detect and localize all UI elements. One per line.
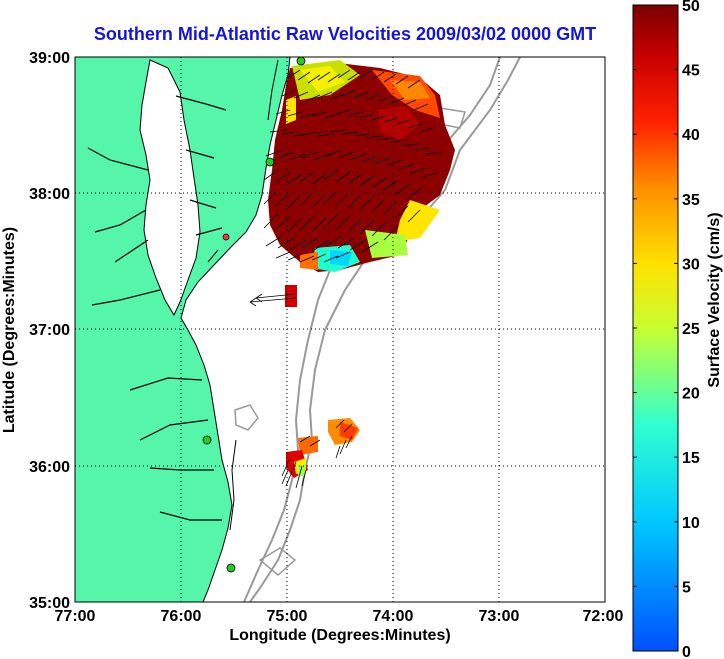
plot-frame: [74, 56, 606, 603]
colorbar-tick-label: 30: [682, 256, 700, 273]
x-tick-label: 72:00: [583, 608, 624, 625]
x-tick-label: 73:00: [479, 608, 520, 625]
x-axis: 77:00 76:00 75:00 74:00 73:00 72:00 Long…: [55, 608, 624, 644]
colorbar-tick-label: 40: [682, 127, 700, 144]
map-title: Southern Mid-Atlantic Raw Velocities 200…: [94, 24, 596, 44]
colorbar-tick-label: 25: [682, 321, 700, 338]
x-tick-label: 75:00: [267, 608, 308, 625]
radar-station-marker: [265, 157, 275, 167]
velocity-arrows-south: [281, 419, 353, 489]
y-axis: 39:00 38:00 37:00 36:00 35:00 Latitude (…: [1, 50, 70, 612]
colorbar-scale: [632, 4, 679, 652]
velocity-cell-37n: [249, 285, 297, 307]
land-mass: [75, 57, 291, 602]
colorbar-tick-label: 0: [682, 644, 691, 659]
bathymetry-contour-outer: [249, 57, 521, 602]
river-inlets: [87, 95, 227, 521]
colorbar-tick-label: 5: [682, 579, 691, 596]
y-tick-label: 35:00: [29, 595, 70, 612]
y-axis-label: Latitude (Degrees:Minutes): [1, 227, 18, 433]
radar-station-marker: [296, 57, 306, 66]
chesapeake-bay: [139, 59, 201, 317]
x-tick-label: 77:00: [55, 608, 96, 625]
y-tick-label: 39:00: [29, 50, 70, 67]
colorbar-tick-label: 45: [682, 63, 700, 80]
y-tick-label: 36:00: [29, 459, 70, 476]
radar-stations: [202, 57, 306, 573]
radar-station-marker: [222, 233, 230, 241]
velocity-field-north: [268, 60, 455, 272]
colorbar-tick-label: 35: [682, 192, 700, 209]
velocity-arrows-north: [263, 69, 443, 263]
grid-lines: [75, 57, 605, 602]
colorbar-tick-label: 50: [682, 0, 700, 15]
barrier-islands: [207, 59, 279, 531]
radar-station-marker: [202, 435, 212, 445]
colorbar-label: Surface Velocity (cm/s): [706, 212, 723, 387]
y-tick-label: 37:00: [29, 322, 70, 339]
x-tick-label: 76:00: [161, 608, 202, 625]
colorbar-tick-label: 20: [682, 386, 700, 403]
x-axis-label: Longitude (Degrees:Minutes): [229, 627, 450, 644]
y-tick-label: 38:00: [29, 186, 70, 203]
colorbar-tick-label: 10: [682, 515, 700, 532]
colorbar-tick-label: 15: [682, 450, 700, 467]
x-tick-label: 74:00: [373, 608, 414, 625]
radar-station-marker: [226, 563, 236, 573]
colorbar: 50 45 40 35 30 25 20 15 10 5 0 Surface V…: [632, 0, 723, 659]
